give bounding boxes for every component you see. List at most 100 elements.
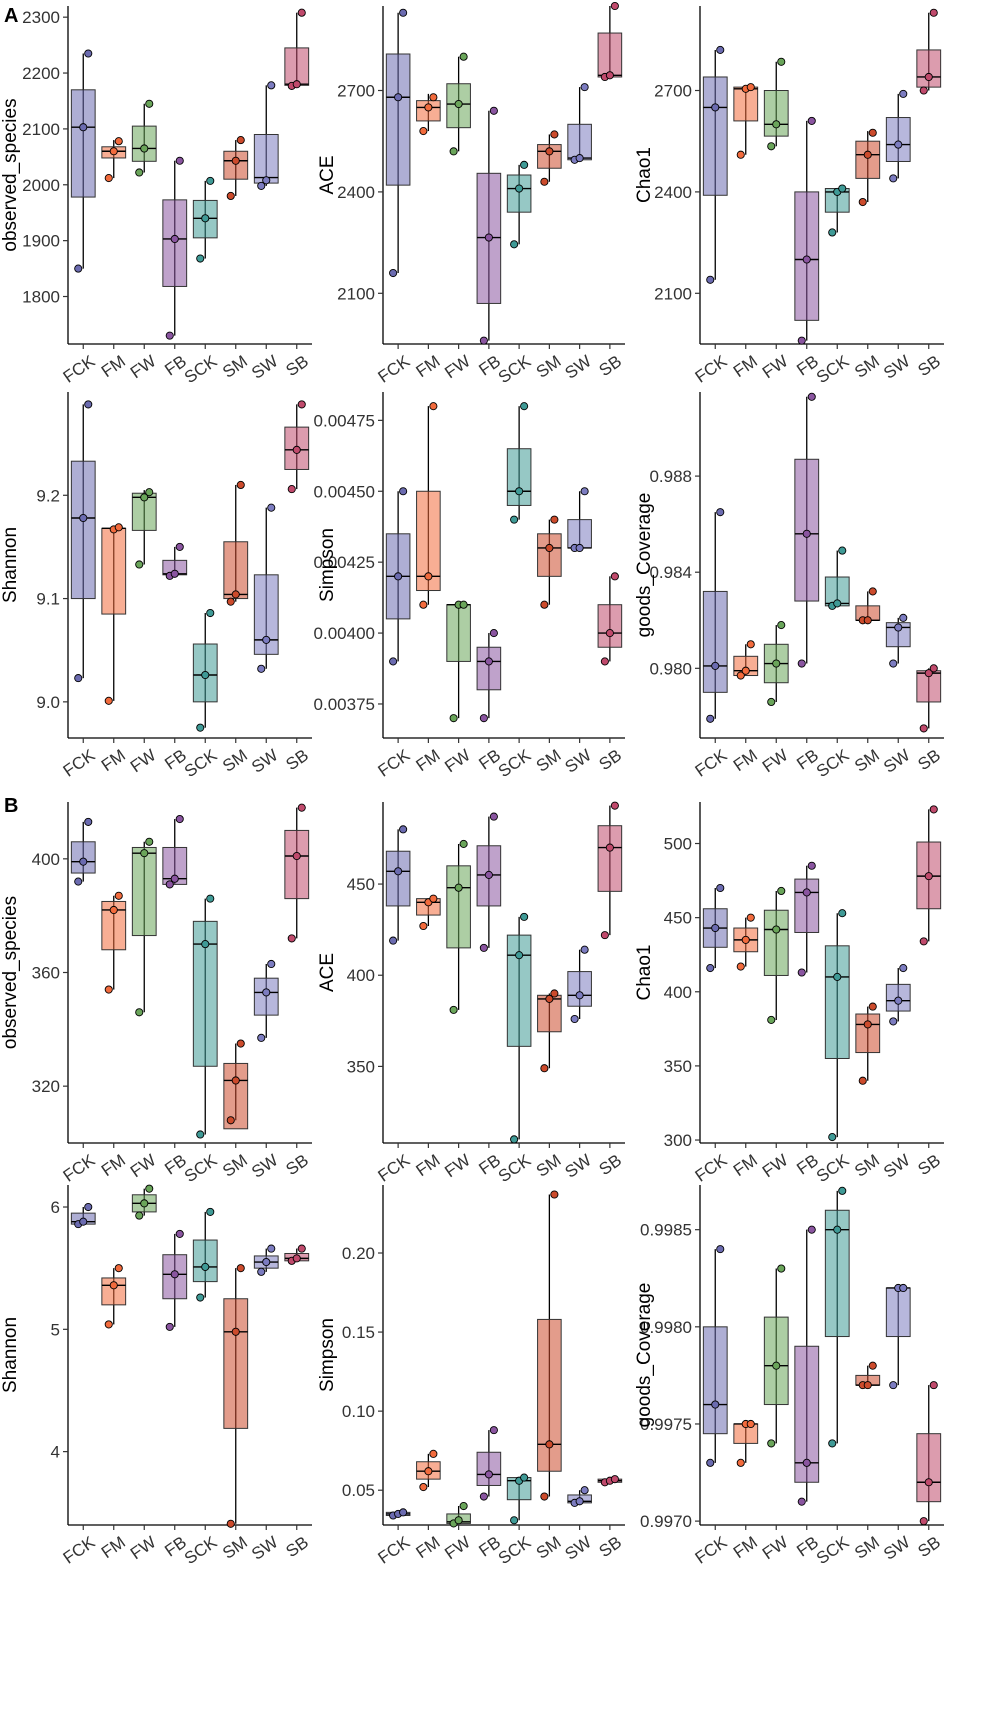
data-point: [454, 99, 463, 109]
y-tick-label: 0.00450: [314, 482, 375, 501]
x-tick-label-sb: SB: [914, 746, 943, 775]
data-point: [772, 1361, 781, 1370]
data-point: [201, 1262, 210, 1271]
data-point: [297, 8, 306, 17]
y-tick-label: 350: [347, 1057, 375, 1076]
x-tick-label-sw: SW: [248, 1151, 281, 1182]
y-tick-label: 0.00400: [314, 624, 375, 643]
box-fck: [385, 8, 411, 278]
y-axis-title: Simpson: [317, 1318, 338, 1392]
box-sw: [885, 613, 911, 668]
data-point: [140, 144, 149, 153]
data-point: [114, 1264, 123, 1273]
data-point: [135, 168, 144, 177]
y-axis-title: Chao1: [634, 945, 655, 1001]
data-point: [863, 1381, 872, 1390]
box-iqr: [253, 574, 279, 655]
x-tick-label-fm: FM: [413, 1533, 444, 1563]
box-sm: [223, 1039, 249, 1130]
box-iqr: [162, 199, 188, 287]
data-point: [802, 888, 811, 897]
x-tick-label-sb: SB: [282, 1533, 311, 1562]
x-tick-label-sck: SCK: [495, 351, 535, 387]
data-point: [899, 1283, 908, 1293]
x-tick-label-sm: SM: [851, 352, 883, 382]
data-point: [540, 1064, 549, 1073]
data-point: [828, 1439, 837, 1448]
data-point: [706, 275, 715, 284]
data-point: [863, 150, 872, 159]
data-point: [889, 1017, 898, 1026]
box-iqr: [446, 604, 471, 662]
data-point: [838, 184, 847, 193]
y-tick-label: 9.0: [36, 693, 60, 712]
data-point: [772, 120, 781, 129]
box-iqr: [763, 1316, 789, 1406]
data-point: [196, 723, 205, 732]
y-axis-title: Shannon: [0, 1317, 21, 1393]
box-sm: [223, 480, 249, 606]
box-iqr: [70, 460, 96, 600]
data-point: [109, 147, 118, 156]
box-fw: [763, 621, 789, 707]
data-point: [104, 985, 113, 994]
box-sck: [192, 608, 218, 732]
x-tick-label-sm: SM: [533, 1533, 565, 1563]
data-point: [520, 402, 529, 411]
data-point: [170, 874, 179, 883]
box-fm: [416, 402, 441, 609]
data-point: [109, 905, 118, 915]
data-point: [292, 445, 301, 454]
x-tick-label-fck: FCK: [375, 1532, 414, 1567]
data-point: [489, 629, 498, 638]
box-iqr: [537, 1318, 562, 1472]
data-point: [736, 962, 745, 971]
data-point: [145, 488, 154, 497]
data-point: [600, 657, 609, 666]
data-point: [454, 883, 463, 892]
data-point: [236, 136, 245, 145]
x-tick-label-fck: FCK: [692, 745, 731, 780]
data-point: [262, 1258, 271, 1267]
box-fm: [101, 523, 127, 705]
data-point: [797, 968, 806, 977]
x-tick-label-sm: SM: [219, 746, 251, 776]
data-point: [135, 1211, 144, 1220]
data-point: [459, 52, 468, 61]
y-tick-label: 4: [51, 1443, 60, 1462]
y-tick-label: 9.1: [36, 590, 60, 609]
y-tick-label: 0.10: [342, 1402, 375, 1421]
y-tick-label: 360: [32, 964, 60, 983]
data-point: [575, 1497, 584, 1506]
box-sm: [855, 128, 881, 207]
data-point: [894, 140, 903, 149]
data-point: [449, 714, 458, 723]
data-point: [145, 837, 154, 846]
data-point: [711, 923, 720, 933]
data-point: [545, 1440, 554, 1449]
x-tick-label-sm: SM: [851, 1533, 883, 1563]
y-tick-label: 2700: [337, 82, 375, 101]
box-iqr: [101, 527, 127, 615]
data-point: [459, 839, 468, 848]
box-iqr: [567, 519, 592, 549]
data-point: [802, 529, 811, 538]
box-iqr: [253, 977, 279, 1016]
box-fb: [162, 542, 188, 580]
data-point: [104, 696, 113, 705]
data-point: [575, 154, 584, 163]
box-sw: [567, 945, 592, 1024]
x-tick-label-sw: SW: [880, 1533, 913, 1564]
data-point: [84, 400, 93, 409]
data-point: [899, 89, 908, 98]
box-sck: [192, 176, 218, 263]
box-iqr: [824, 1209, 850, 1338]
box-fw: [763, 57, 789, 151]
data-point: [479, 1492, 488, 1501]
data-point: [424, 103, 433, 112]
data-point: [84, 1202, 93, 1212]
